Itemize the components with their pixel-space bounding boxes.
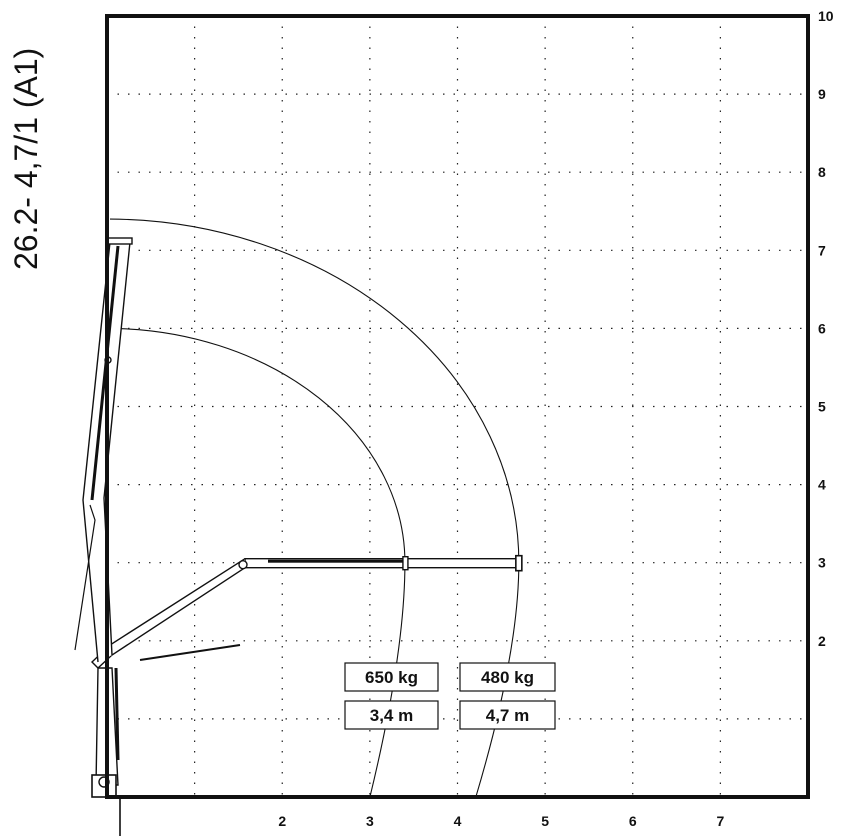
boom-tip xyxy=(515,554,523,572)
load-label-text: 480 kg xyxy=(481,668,534,687)
y-tick-label: 7 xyxy=(818,242,826,258)
load-labels: 650 kg 3,4 m 480 kg 4,7 m xyxy=(344,662,556,730)
reach-label-box xyxy=(344,700,439,730)
reach-arc xyxy=(109,327,406,563)
hose-line xyxy=(74,504,96,651)
x-tick-label: 3 xyxy=(366,813,374,829)
grid xyxy=(107,16,808,797)
y-tick-label: 3 xyxy=(818,555,826,571)
y-tick-label: 6 xyxy=(818,320,826,336)
reach-arc xyxy=(109,218,520,563)
x-tick-label: 2 xyxy=(278,813,286,829)
x-tick-label: 6 xyxy=(629,813,637,829)
y-tick-label: 8 xyxy=(818,164,826,180)
boom-joint xyxy=(402,556,409,571)
load-label-box xyxy=(344,662,439,692)
crane-drawing xyxy=(74,237,523,836)
x-axis-ticks: 2 3 4 5 6 7 xyxy=(278,813,724,829)
plot-border xyxy=(105,14,810,799)
chart-frame xyxy=(105,14,810,799)
x-tick-label: 7 xyxy=(716,813,724,829)
x-tick-label: 4 xyxy=(454,813,462,829)
boom-pivot xyxy=(238,560,248,570)
reach-label-box xyxy=(459,700,556,730)
y-tick-label: 10 xyxy=(818,8,834,24)
y-axis-ticks: 2 3 4 5 6 7 8 9 10 xyxy=(818,8,834,649)
y-tick-label: 2 xyxy=(818,633,826,649)
boom-cylinder xyxy=(139,644,241,661)
column-cylinder xyxy=(114,667,120,761)
reach-label-text: 4,7 m xyxy=(486,706,529,725)
y-tick-label: 4 xyxy=(818,477,826,493)
reach-label-text: 3,4 m xyxy=(370,706,413,725)
y-tick-label: 5 xyxy=(818,399,826,415)
x-tick-label: 5 xyxy=(541,813,549,829)
boom-extension-inner xyxy=(268,559,405,563)
y-tick-label: 9 xyxy=(818,86,826,102)
folded-tip xyxy=(107,237,133,245)
load-label-text: 650 kg xyxy=(365,668,418,687)
load-label-box xyxy=(459,662,556,692)
inner-boom xyxy=(90,558,246,669)
